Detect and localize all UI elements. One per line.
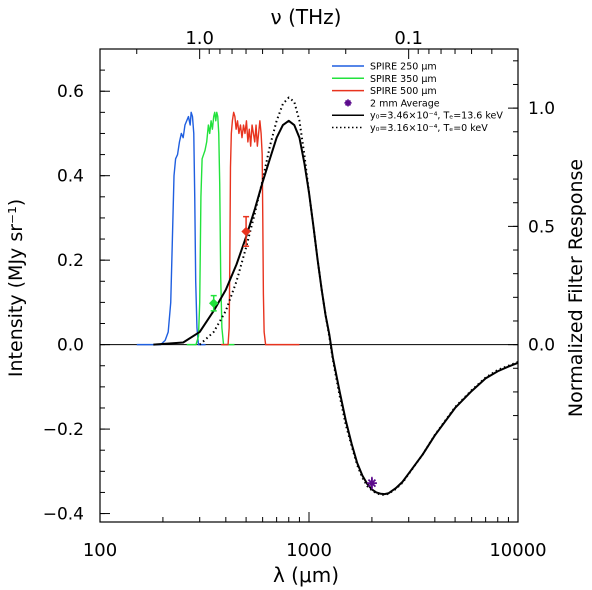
legend-label-5: y₀=3.16×10⁻⁴, Tₑ=0 keV [370,123,488,134]
legend-label-1: SPIRE 350 μm [370,74,437,85]
y2-tick-label-2: 1.0 [528,99,555,119]
band-point-1 [241,226,251,237]
y-tick-label-0: −0.4 [43,505,84,525]
legend-label-3: 2 mm Average [370,98,440,109]
top-tick-label-1: 0.1 [394,28,423,49]
band-point-0 [209,298,219,308]
model-curve-0 [153,119,519,496]
legend-label-0: SPIRE 250 μm [370,62,437,73]
y-tick-label-2: 0.0 [57,336,84,356]
top-tick-label-0: 1.0 [185,28,214,49]
y-tick-label-4: 0.4 [57,167,84,187]
x-tick-label-0: 100 [83,540,117,561]
y-tick-label-3: 0.2 [57,251,84,271]
model-curve-1 [199,96,519,496]
y2-tick-label-1: 0.5 [528,217,555,237]
x-tick-label-2: 10000 [489,540,546,561]
y2-tick-label-0: 0.0 [528,336,555,356]
average-point-0 [366,478,377,489]
filter-curve-0 [136,111,206,346]
top-axis-label: ν (THz) [271,5,342,29]
y-tick-label-1: −0.2 [43,420,84,440]
legend-swatch-3 [344,99,352,107]
x-axis-label: λ (μm) [273,563,339,587]
filter-curve-2 [221,111,300,346]
legend-label-4: y₀=3.46×10⁻⁴, Tₑ=13.6 keV [370,111,503,122]
y-tick-label-5: 0.6 [57,82,84,102]
filter-curve-1 [186,111,235,346]
legend-label-2: SPIRE 500 μm [370,86,437,97]
x-tick-label-1: 1000 [286,540,332,561]
y-axis-label: Intensity (MJy sr⁻¹) [5,199,27,377]
y2-axis-label: Normalized Filter Response [565,159,587,417]
